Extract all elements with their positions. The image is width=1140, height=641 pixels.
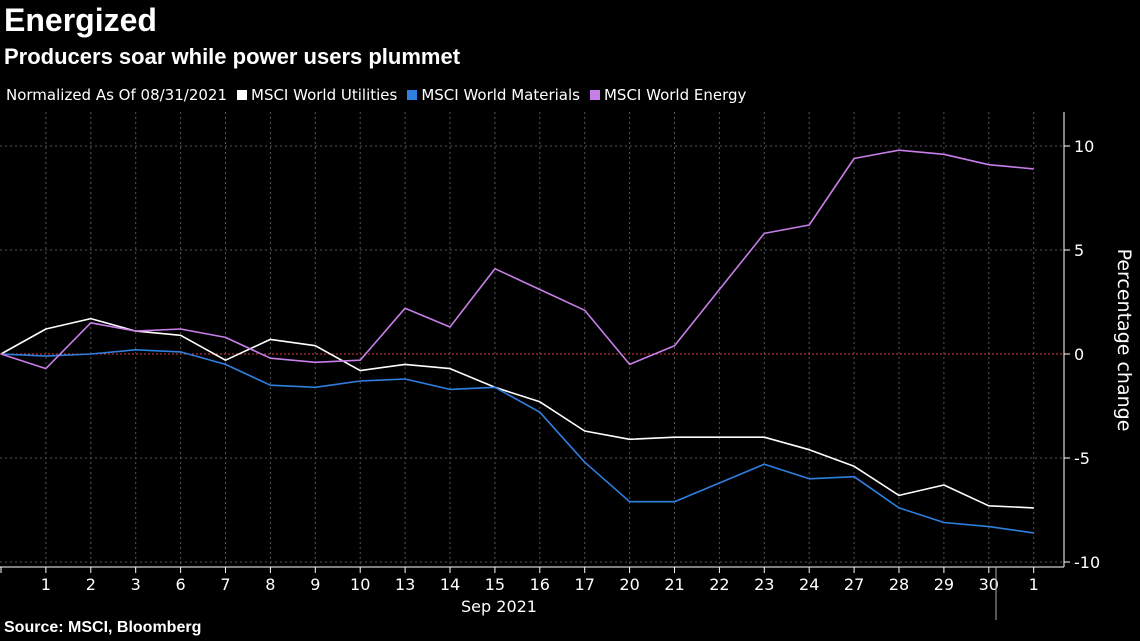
x-tick-label: 22 bbox=[709, 575, 729, 594]
chart-title: Energized bbox=[4, 2, 157, 38]
series-line-energy bbox=[0, 149, 1034, 370]
y-axis-title: Percentage change bbox=[1113, 249, 1135, 432]
y-tick-label: 5 bbox=[1074, 241, 1084, 260]
x-tick-label: 28 bbox=[889, 575, 909, 594]
legend-swatch-utilities bbox=[237, 90, 247, 100]
x-tick-label: 27 bbox=[844, 575, 864, 594]
legend-item-energy: MSCI World Energy bbox=[589, 86, 747, 104]
x-tick-label: 15 bbox=[485, 575, 505, 594]
x-tick-label: 10 bbox=[350, 575, 370, 594]
y-tick-label: 0 bbox=[1074, 345, 1084, 364]
legend-item-utilities: MSCI World Utilities bbox=[237, 86, 397, 104]
legend-swatch-materials bbox=[407, 90, 418, 100]
x-tick-label: 8 bbox=[265, 575, 275, 594]
series-line-utilities bbox=[0, 317, 1034, 509]
x-tick-label: 2 bbox=[86, 575, 96, 594]
x-tick-label: 1 bbox=[1029, 575, 1039, 594]
x-tick-label: 6 bbox=[176, 575, 186, 594]
x-tick-label: 23 bbox=[754, 575, 774, 594]
series-line-materials bbox=[0, 348, 1034, 534]
legend-label-utilities: MSCI World Utilities bbox=[251, 86, 398, 104]
legend-swatch-energy bbox=[589, 90, 600, 100]
y-tick-label: 10 bbox=[1074, 137, 1094, 156]
x-tick-label: 17 bbox=[575, 575, 595, 594]
x-tick-label: 16 bbox=[530, 575, 550, 594]
x-tick-label: 1 bbox=[41, 575, 51, 594]
x-tick-label: 3 bbox=[131, 575, 141, 594]
source-note: Source: MSCI, Bloomberg bbox=[4, 619, 202, 636]
chart-subtitle: Producers soar while power users plummet bbox=[4, 44, 461, 69]
legend-label-materials: MSCI World Materials bbox=[421, 86, 580, 104]
y-tick-label: -10 bbox=[1074, 553, 1100, 572]
x-axis-title: Sep 2021 bbox=[461, 597, 537, 616]
x-tick-label: 24 bbox=[799, 575, 819, 594]
x-tick-label: 13 bbox=[395, 575, 415, 594]
x-tick-label: 21 bbox=[664, 575, 684, 594]
legend-note: Normalized As Of 08/31/2021 bbox=[6, 86, 227, 104]
legend-item-materials: MSCI World Materials bbox=[407, 86, 580, 104]
x-tick-label: 29 bbox=[934, 575, 954, 594]
legend-label-energy: MSCI World Energy bbox=[603, 86, 747, 104]
x-tick-label: 30 bbox=[979, 575, 999, 594]
y-tick-label: -5 bbox=[1074, 449, 1090, 468]
x-tick-label: 7 bbox=[220, 575, 230, 594]
x-tick-label: 14 bbox=[440, 575, 460, 594]
x-tick-label: 20 bbox=[619, 575, 639, 594]
legend: Normalized As Of 08/31/2021 MSCI World U… bbox=[6, 86, 756, 104]
x-tick-label: 9 bbox=[310, 575, 320, 594]
